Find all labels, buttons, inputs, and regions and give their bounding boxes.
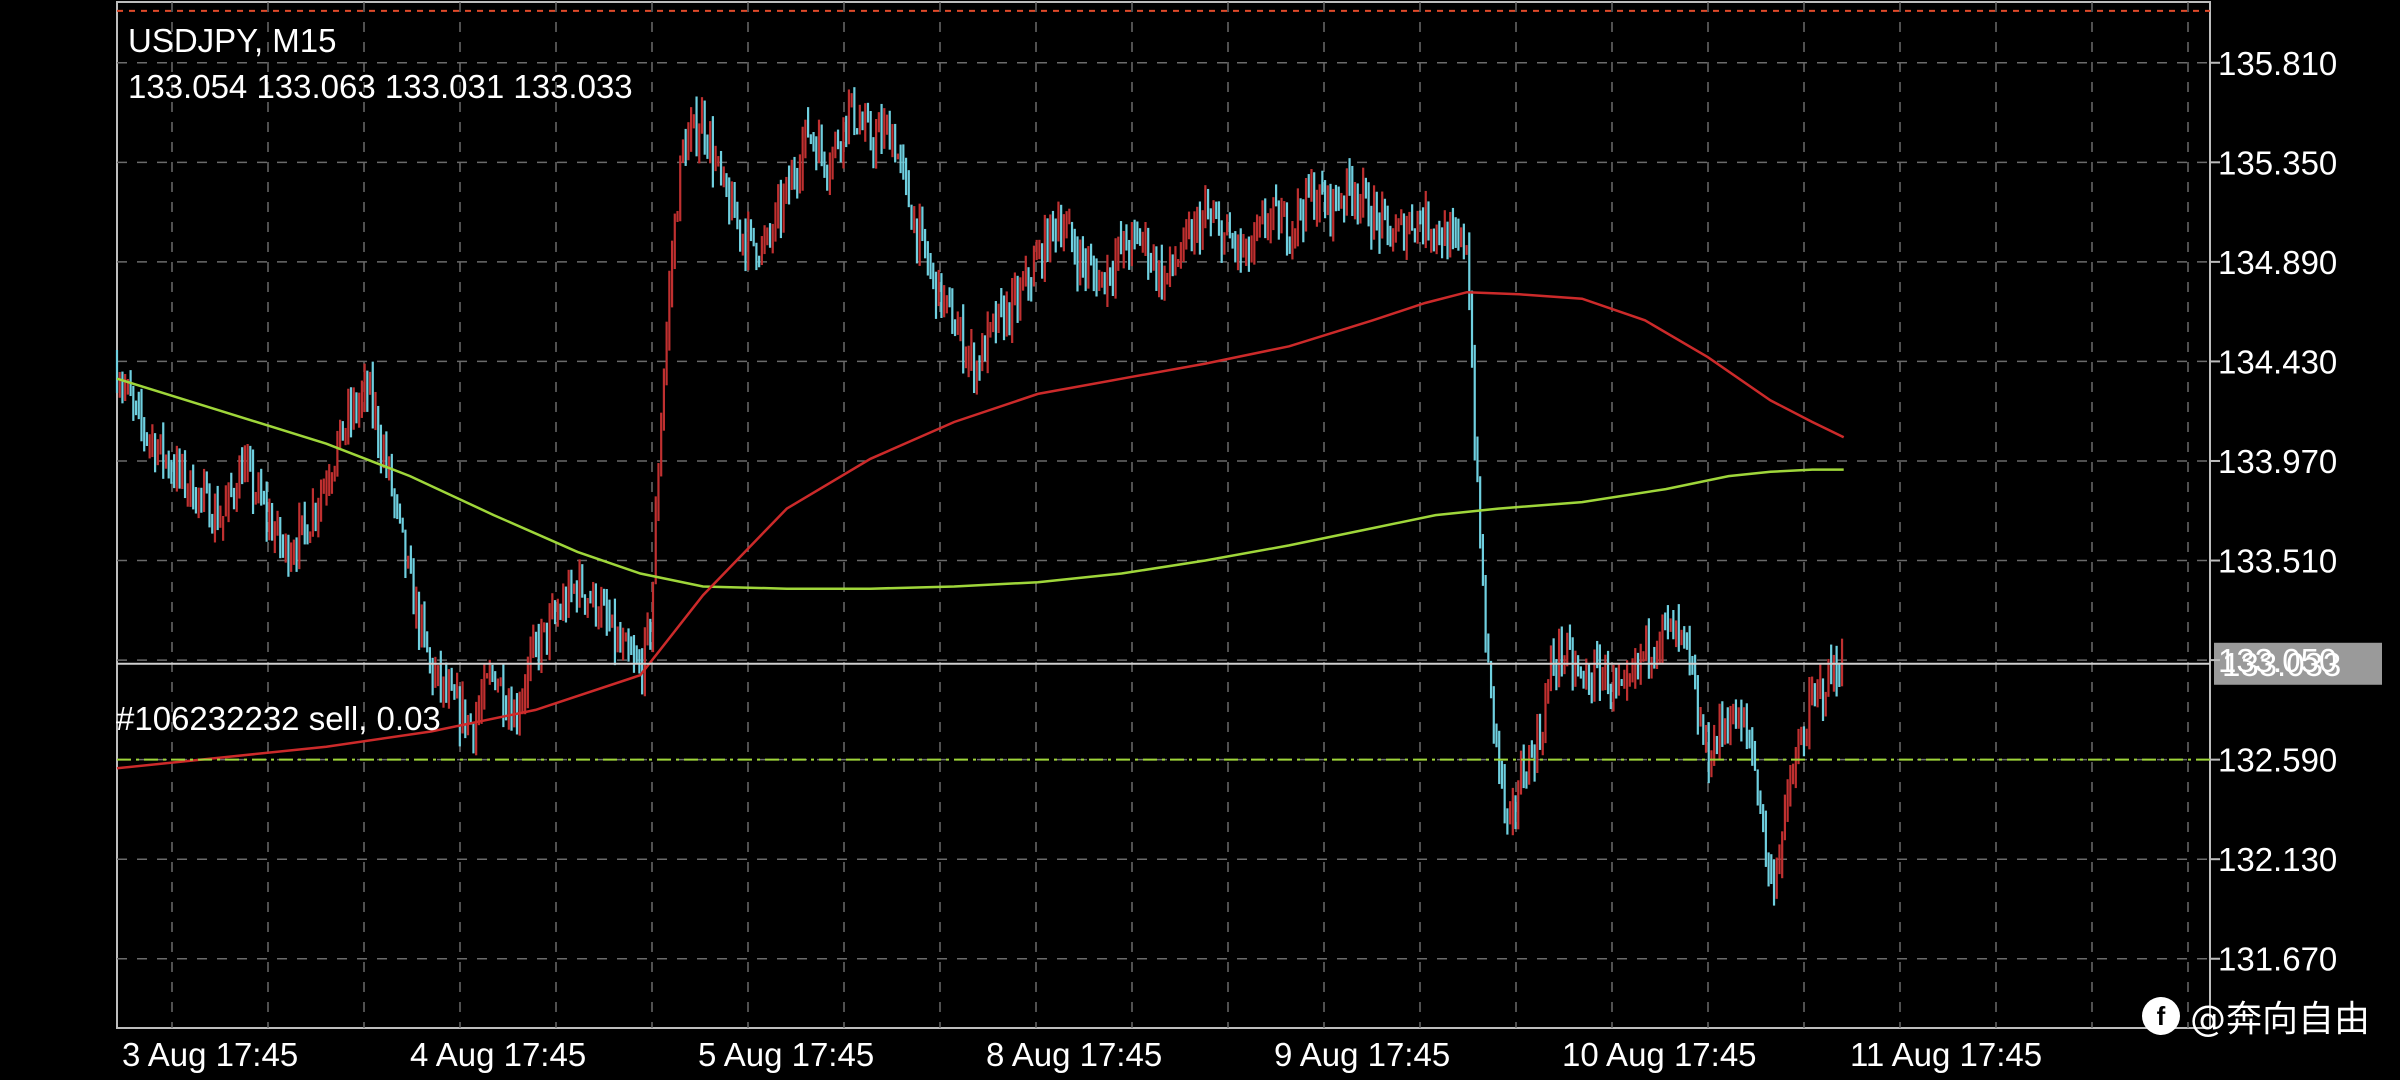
y-tick-label: 133.510 <box>2218 543 2337 580</box>
x-tick-label: 5 Aug 17:45 <box>698 1036 874 1073</box>
order-label[interactable]: #106232232 sell, 0.03 <box>116 700 441 737</box>
y-tick-label: 132.590 <box>2218 742 2337 779</box>
y-tick-label: 133.970 <box>2218 443 2337 480</box>
x-tick-label: 11 Aug 17:45 <box>1850 1036 2042 1073</box>
x-tick-label: 3 Aug 17:45 <box>122 1036 298 1073</box>
moving-average-fast <box>116 290 1845 770</box>
current-price-box <box>2214 642 2382 685</box>
watermark-icon: f <box>2141 997 2180 1035</box>
chart-grid <box>116 1 2211 1029</box>
watermark-text: @奔向自由 <box>2189 999 2370 1040</box>
ohlc-readout: 133.054 133.063 133.031 133.033 <box>128 68 633 105</box>
watermark: f @奔向自由 <box>2141 990 2370 1042</box>
y-tick-label: 133.050 <box>2218 642 2337 679</box>
y-tick-label: 134.890 <box>2218 244 2337 281</box>
x-tick-label: 8 Aug 17:45 <box>986 1036 1162 1073</box>
y-tick-label: 135.350 <box>2218 144 2337 181</box>
plot-frame <box>116 1 2211 1029</box>
x-tick-label: 4 Aug 17:45 <box>410 1036 586 1073</box>
y-tick-label: 135.810 <box>2218 45 2337 82</box>
y-tick-label: 134.430 <box>2218 343 2337 380</box>
x-tick-label: 10 Aug 17:45 <box>1562 1036 1757 1073</box>
symbol-timeframe-label: USDJPY, M15 <box>128 22 337 59</box>
chart-overlays: 133.033 <box>116 9 2382 770</box>
chart-series <box>115 87 1844 906</box>
current-price-label: 133.033 <box>2222 646 2341 683</box>
chart-axes: 135.810 135.350 134.890 134.430 133.970 133.5… <box>122 45 2337 1073</box>
x-tick-label: 9 Aug 17:45 <box>1274 1036 1450 1073</box>
moving-average-slow <box>116 377 1844 590</box>
y-tick-label: 132.130 <box>2218 841 2337 878</box>
y-tick-label: 131.670 <box>2218 941 2337 978</box>
